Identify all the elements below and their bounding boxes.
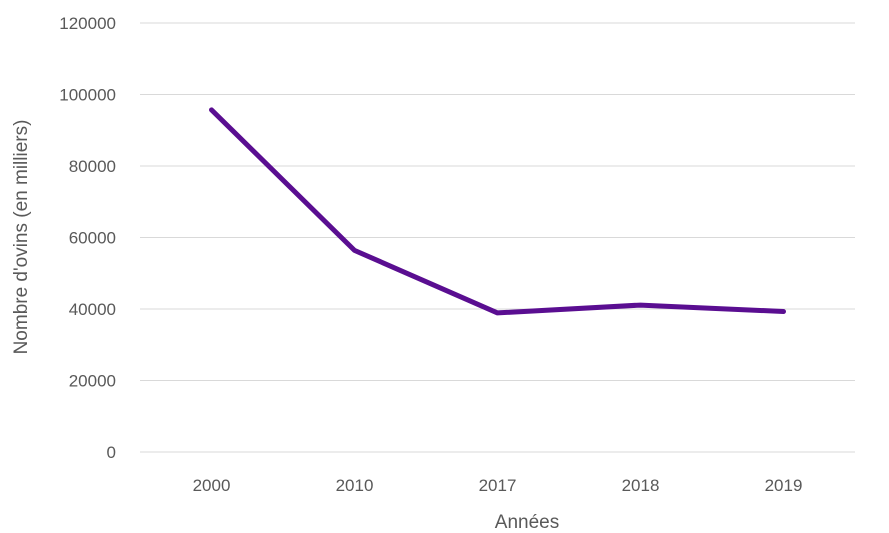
x-tick-label: 2019 bbox=[765, 476, 803, 495]
y-tick-label: 80000 bbox=[69, 157, 116, 176]
y-axis-title: Nombre d'ovins (en milliers) bbox=[11, 120, 32, 355]
x-axis-title: Années bbox=[495, 512, 559, 533]
y-tick-label: 100000 bbox=[59, 86, 116, 105]
gridlines bbox=[140, 22, 855, 453]
y-tick-label: 40000 bbox=[69, 300, 116, 319]
series-line bbox=[209, 107, 786, 316]
x-tick-label: 2000 bbox=[193, 476, 231, 495]
y-tick-label: 60000 bbox=[69, 229, 116, 248]
x-tick-label: 2010 bbox=[336, 476, 374, 495]
x-tick-label: 2017 bbox=[479, 476, 517, 495]
x-axis-ticks: 2000 2010 2017 2018 2019 bbox=[193, 476, 803, 495]
series bbox=[209, 107, 786, 316]
y-tick-label: 0 bbox=[107, 443, 116, 462]
y-axis-ticks: 0 20000 40000 60000 80000 100000 120000 bbox=[59, 14, 116, 462]
x-tick-label: 2018 bbox=[622, 476, 660, 495]
y-tick-label: 20000 bbox=[69, 372, 116, 391]
y-tick-label: 120000 bbox=[59, 14, 116, 33]
